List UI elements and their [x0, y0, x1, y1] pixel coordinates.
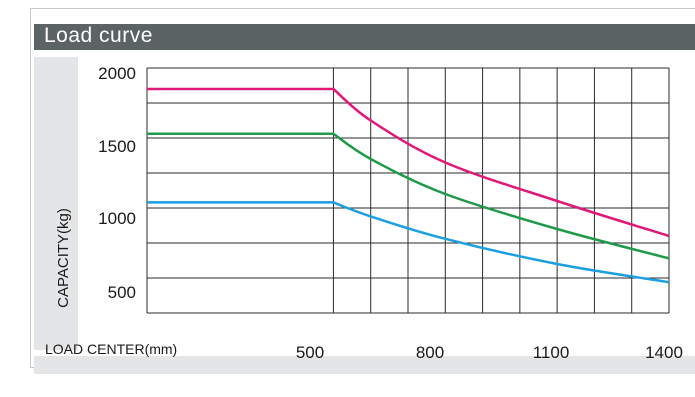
band-gap — [34, 350, 695, 358]
x-tick-label-1400: 1400 — [645, 343, 683, 362]
y-tick-label-500: 500 — [108, 283, 136, 302]
series-line-3 — [147, 201, 670, 284]
title-bar — [34, 24, 695, 50]
x-axis-label: LOAD CENTER(mm) — [45, 341, 177, 357]
series-layer — [147, 87, 670, 284]
y-axis-label: CAPACITY(kg) — [55, 208, 72, 308]
x-tick-label-800: 800 — [416, 343, 444, 362]
y-tick-label-1000: 1000 — [98, 209, 136, 228]
x-tick-label-1100: 1100 — [533, 343, 570, 362]
x-tick-label-500: 500 — [296, 343, 324, 362]
y-tick-label-1500: 1500 — [98, 137, 136, 156]
y-tick-label-2000: 2000 — [98, 64, 136, 83]
x-axis-band — [34, 356, 695, 374]
y-axis-band — [34, 57, 78, 350]
panel-border-left — [30, 8, 31, 368]
chart-title: Load curve — [44, 24, 153, 47]
series-line-2 — [147, 132, 670, 260]
panel-border-top — [30, 8, 695, 9]
series-line-1 — [147, 87, 670, 238]
grid — [146, 67, 670, 314]
